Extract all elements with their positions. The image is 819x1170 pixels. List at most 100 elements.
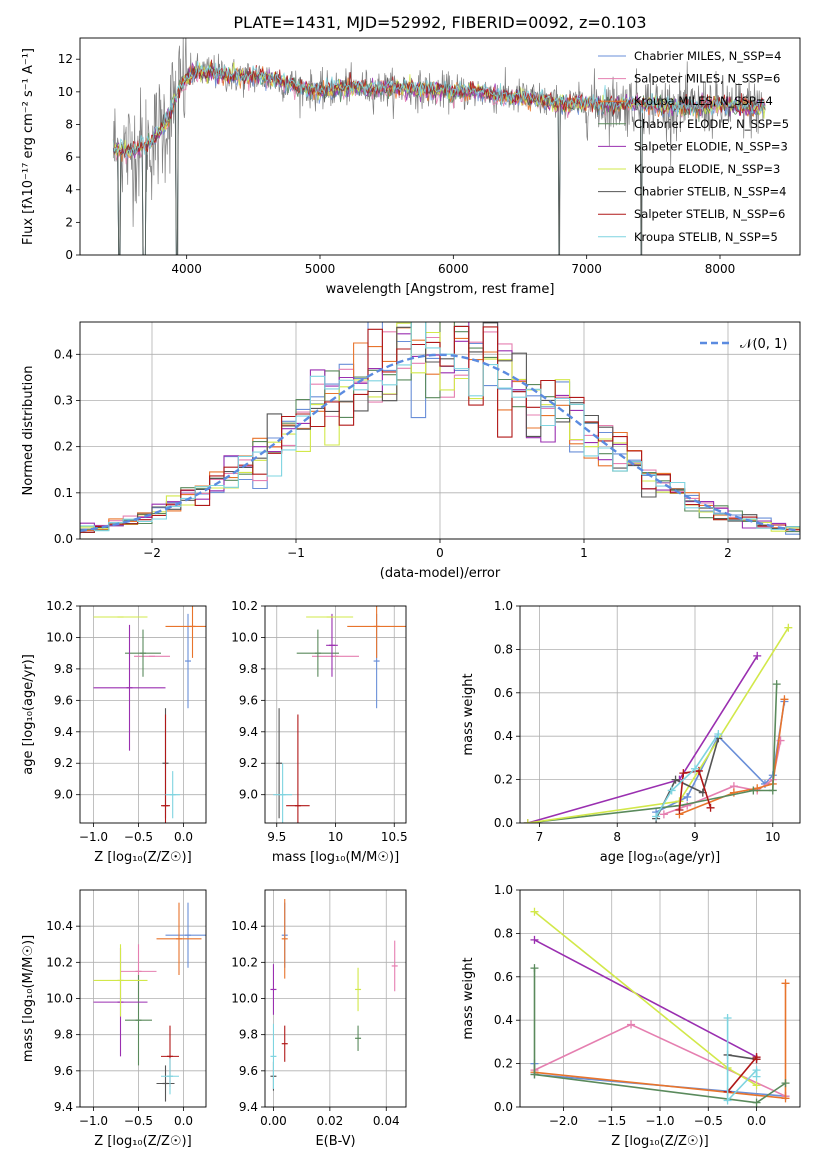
x-axis-label: Z [log₁₀(Z/Z☉)]	[94, 850, 191, 865]
x-tick-label: 8000	[705, 262, 736, 276]
y-tick-label: 0	[65, 248, 73, 262]
y-tick-label: 8	[65, 117, 73, 131]
legend-label: Salpeter STELIB, N_SSP=6	[634, 207, 785, 221]
x-tick-label: 10	[328, 830, 343, 844]
y-tick-label: 9.8	[54, 1028, 73, 1042]
figure-title: PLATE=1431, MJD=52992, FIBERID=0092, z=0…	[233, 13, 646, 32]
y-tick-label: 10.4	[46, 919, 73, 933]
weight-point-marker	[652, 812, 661, 821]
x-tick-label: 0	[436, 546, 444, 560]
y-tick-label: 2	[65, 215, 73, 229]
y-tick-label: 0.8	[494, 926, 513, 940]
y-axis-label: Flux [fλ10⁻¹⁷ erg cm⁻² s⁻¹ A⁻¹]	[21, 48, 36, 245]
weight-point-marker	[752, 1055, 761, 1064]
legend-label: Chabrier STELIB, N_SSP=4	[634, 185, 786, 199]
y-tick-label: 10.2	[46, 599, 73, 613]
x-tick-label: 0.02	[317, 1114, 344, 1128]
x-axis-label: Z [log₁₀(Z/Z☉)]	[611, 1134, 708, 1149]
grid-lines	[265, 890, 406, 1108]
y-tick-label: 9.0	[239, 788, 258, 802]
axes: −2 −1 0 1 2 0.0 0.1 0.2 0.3 0.4 (data-model)/error…	[21, 321, 801, 581]
y-tick-label: 10.0	[46, 992, 73, 1006]
plot-area	[273, 606, 406, 823]
x-tick-label: −0.5	[694, 1114, 723, 1128]
spectrum-legend: Chabrier MILES, N_SSP=4 Salpeter MILES, N…	[598, 49, 789, 244]
weight-point-marker	[671, 775, 680, 784]
normal-pdf-curve	[80, 353, 800, 533]
weight-series-6	[727, 1054, 757, 1061]
weight-point-marker	[683, 792, 692, 801]
weight-point-marker	[530, 935, 539, 944]
y-axis-label: mass weight	[461, 957, 476, 1039]
y-tick-label: 0.1	[54, 486, 73, 500]
weight-point-marker	[530, 1070, 539, 1079]
weight-point-marker	[749, 786, 758, 795]
y-tick-label: 0.0	[494, 816, 513, 830]
y-tick-label: 0.6	[494, 970, 513, 984]
weight-point-marker	[530, 907, 539, 916]
weight-point-marker	[752, 1072, 761, 1081]
y-tick-label: 9.8	[239, 662, 258, 676]
weight-point-marker	[530, 964, 539, 973]
x-tick-label: −1.0	[79, 830, 108, 844]
grid-lines	[80, 890, 206, 1108]
plot-area	[270, 899, 398, 1091]
y-tick-label: 0.0	[494, 1100, 513, 1114]
plot-area	[93, 902, 206, 1102]
x-tick-label: −1.5	[597, 1114, 626, 1128]
axes: 0.00 0.02 0.04 9.4 9.6 9.8 10.0 10.2 10.4 E(B-V)	[231, 889, 407, 1149]
weight-point-marker	[776, 736, 785, 745]
axes-frame	[79, 321, 801, 540]
legend-label: Chabrier ELODIE, N_SSP=5	[634, 117, 789, 131]
plot-area	[93, 606, 206, 823]
x-tick-label: 0.0	[174, 830, 193, 844]
y-tick-label: 10	[58, 85, 73, 99]
y-tick-label: 1.0	[494, 883, 513, 897]
weight-point-marker	[706, 803, 715, 812]
weight-vs-metallicity-panel: −2.0 −1.5 −1.0 −0.5 0.0 0.0 0.2 0.4 0.6 0.8 1.0 Z […	[461, 883, 801, 1149]
weight-point-marker	[752, 1081, 761, 1090]
axes-frame	[79, 605, 207, 824]
x-tick-label: 10	[765, 830, 780, 844]
weight-point-marker	[781, 1079, 790, 1088]
legend-label: Kroupa STELIB, N_SSP=5	[634, 230, 778, 244]
weight-point-marker	[523, 819, 532, 823]
y-tick-label: 0.4	[54, 347, 73, 361]
y-tick-label: 10.0	[46, 630, 73, 644]
weight-series-0	[655, 701, 786, 813]
x-tick-label: −0.5	[124, 830, 153, 844]
y-tick-label: 9.4	[54, 1100, 73, 1114]
legend-label: Kroupa MILES, N_SSP=4	[634, 94, 773, 108]
weight-point-marker	[659, 810, 668, 819]
y-tick-label: 1.0	[494, 599, 513, 613]
weight-point-marker	[723, 1014, 732, 1023]
model-spectrum-line-8	[112, 61, 766, 159]
y-tick-label: 0.4	[494, 729, 513, 743]
y-tick-label: 9.4	[239, 1100, 258, 1114]
weight-vs-age-panel: 7 8 9 10 0.0 0.2 0.4 0.6 0.8 1.0 age [log₁₀(age/yr…	[461, 599, 801, 865]
legend-label: Salpeter MILES, N_SSP=6	[634, 72, 780, 86]
axes: 9.5 10 10.5 9.0 9.2 9.4 9.6 9.8 10.0 10.2 mass [lo…	[231, 599, 407, 865]
legend-label: 𝒩(0, 1)	[740, 337, 787, 352]
y-tick-label: 9.4	[239, 725, 258, 739]
y-tick-label: 9.6	[239, 1064, 258, 1078]
weight-point-marker	[675, 805, 684, 814]
y-tick-label: 0.6	[494, 686, 513, 700]
residual-histogram-panel: −2 −1 0 1 2 0.0 0.1 0.2 0.3 0.4 (data-model)/error…	[21, 321, 801, 581]
y-tick-label: 9.0	[54, 788, 73, 802]
x-tick-label: 10.5	[381, 830, 408, 844]
weight-point-marker	[781, 979, 790, 988]
weight-point-marker	[753, 651, 762, 660]
y-tick-label: 0.4	[494, 1013, 513, 1027]
weight-point-marker	[723, 1096, 732, 1105]
axes-frame	[519, 889, 801, 1108]
x-tick-label: 0.0	[174, 1114, 193, 1128]
y-axis-label: age [log₁₀(age/yr)]	[21, 654, 36, 775]
y-tick-label: 9.6	[239, 693, 258, 707]
axes-frame	[264, 889, 407, 1108]
y-tick-label: 10.4	[231, 919, 258, 933]
x-tick-label: −2.0	[549, 1114, 578, 1128]
y-tick-label: 10.0	[231, 630, 258, 644]
axes: −1.0 −0.5 0.0 9.4 9.6 9.8 10.0 10.2 10.4 Z [log₁₀…	[21, 889, 207, 1149]
x-tick-label: 9.5	[267, 830, 286, 844]
